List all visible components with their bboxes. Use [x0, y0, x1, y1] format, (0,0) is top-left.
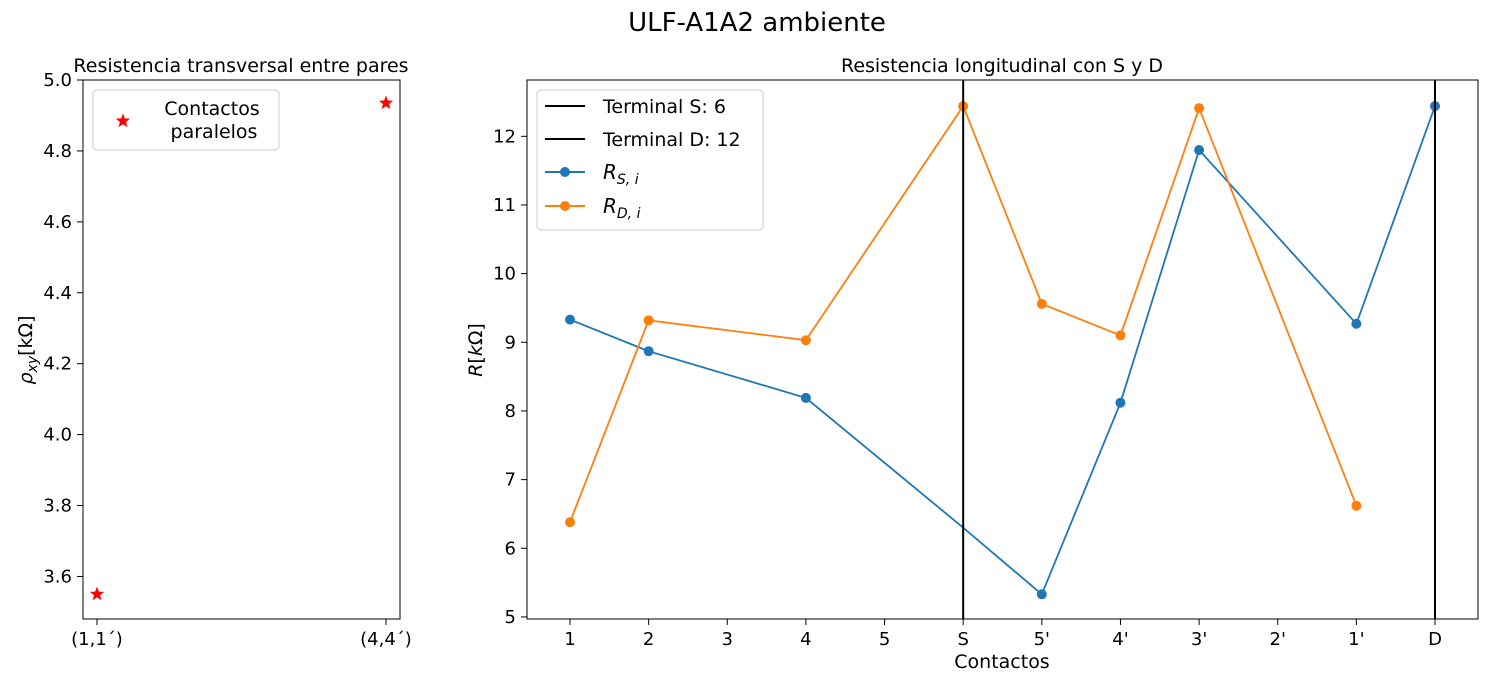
- legend-label-rs: RS, i: [603, 160, 639, 188]
- right-x-tick-label: 3: [722, 629, 733, 650]
- right-x-tick-label: 5': [1034, 629, 1050, 650]
- right-y-tick-label: 10: [493, 264, 516, 285]
- right-plot-frame: [526, 79, 1479, 620]
- figure-title: ULF-A1A2 ambiente: [628, 8, 886, 38]
- series-point-rs: [1036, 589, 1047, 600]
- series-line-rd: [569, 104, 1358, 523]
- left-legend-label-line2: paralelos: [171, 121, 258, 143]
- right-legend: Terminal S: 6 Terminal D: 12 RS, i RD, i: [536, 89, 764, 231]
- right-x-tick-label: 1': [1348, 629, 1364, 650]
- right-x-tick-label: D: [1428, 629, 1442, 650]
- right-x-tick-label: S: [957, 629, 968, 650]
- series-point-rd: [1194, 103, 1205, 114]
- legend-label-terminal-s: Terminal S: 6: [602, 96, 726, 118]
- right-vlines-group: [962, 80, 1436, 619]
- right-y-tick-label: 7: [505, 470, 516, 491]
- right-x-tick-label: 2': [1270, 629, 1286, 650]
- left-x-axis-ticks: (1,1´) (4,4´): [71, 619, 412, 650]
- left-y-tick-label: 4.4: [43, 283, 72, 304]
- right-x-tick-label: 1: [564, 629, 575, 650]
- right-series-group: [565, 101, 1440, 600]
- left-chart-title: Resistencia transversal entre pares: [73, 55, 408, 77]
- left-chart: Resistencia transversal entre pares 3.63…: [15, 55, 412, 650]
- series-point-rs: [1351, 318, 1362, 329]
- series-point-rd: [565, 517, 575, 528]
- right-y-axis-ticks: 5 6 7 8 9 10 11 12: [493, 126, 527, 628]
- series-point-rs: [1115, 397, 1126, 408]
- right-x-tick-label: 5: [879, 629, 890, 650]
- right-x-axis-ticks: 1 2 3 4 5 S 5' 4' 3' 2' 1' D: [564, 619, 1442, 650]
- right-y-tick-label: 9: [505, 332, 516, 353]
- right-x-tick-label: 4': [1112, 629, 1128, 650]
- series-point-rd: [800, 335, 811, 346]
- left-y-tick-label: 5.0: [43, 70, 72, 91]
- series-point-rs: [1194, 145, 1205, 156]
- series-point-rs: [800, 392, 811, 403]
- left-y-tick-label: 4.6: [43, 212, 72, 233]
- left-y-tick-label: 4.8: [43, 141, 72, 162]
- left-plot-frame: [82, 79, 401, 620]
- legend-label-rd: RD, i: [603, 194, 641, 222]
- series-point-rd: [1115, 330, 1126, 341]
- left-y-tick-label: 4.0: [43, 425, 72, 446]
- left-y-axis-label: ρxy[kΩ]: [15, 316, 41, 385]
- legend-label-terminal-d: Terminal D: 12: [602, 129, 741, 151]
- left-x-tick-label: (4,4´): [360, 629, 412, 650]
- series-point-rd: [1351, 500, 1362, 511]
- series-point-rd: [1036, 298, 1047, 309]
- right-y-tick-label: 11: [493, 195, 516, 216]
- right-y-tick-label: 6: [505, 538, 516, 559]
- left-star-point: [378, 95, 394, 110]
- series-point-rs: [643, 346, 654, 357]
- left-y-tick-label: 3.8: [43, 496, 72, 517]
- legend-marker-rd: [560, 201, 570, 211]
- right-chart-title: Resistencia longitudinal con S y D: [841, 55, 1163, 77]
- right-legend-box: [536, 89, 764, 231]
- left-y-axis-ticks: 3.6 3.8 4.0 4.2 4.4 4.6 4.8 5.0: [43, 70, 83, 587]
- right-x-tick-label: 4: [800, 629, 811, 650]
- right-x-tick-label: 2: [643, 629, 654, 650]
- left-data-points: [89, 95, 394, 601]
- series-point-rd: [643, 315, 654, 326]
- left-legend: Contactos paralelos: [92, 89, 280, 151]
- right-x-axis-label: Contactos: [954, 651, 1049, 673]
- right-y-axis-label: R[kΩ]: [465, 323, 487, 377]
- right-y-tick-label: 5: [505, 607, 516, 628]
- legend-marker-rs: [560, 167, 570, 177]
- left-y-tick-label: 3.6: [43, 566, 72, 587]
- left-y-tick-label: 4.2: [43, 354, 72, 375]
- left-legend-label-line1: Contactos: [164, 98, 259, 120]
- left-legend-box: [92, 89, 280, 151]
- right-y-tick-label: 12: [493, 126, 516, 147]
- left-star-point: [89, 586, 105, 601]
- right-chart: Resistencia longitudinal con S y D 5 6 7 8 9…: [465, 55, 1479, 673]
- right-y-tick-label: 8: [505, 401, 516, 422]
- right-x-tick-label: 3': [1191, 629, 1207, 650]
- legend-star-marker: [115, 113, 131, 128]
- left-x-tick-label: (1,1´): [71, 629, 123, 650]
- series-point-rs: [565, 314, 575, 325]
